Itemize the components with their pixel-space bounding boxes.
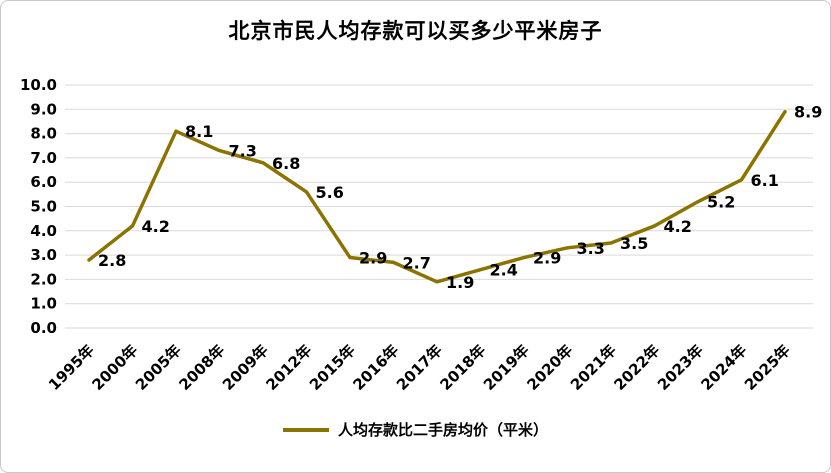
x-tick-label: 2018年 [436, 341, 489, 394]
data-label: 5.2 [707, 193, 735, 212]
data-label: 6.8 [272, 154, 300, 173]
y-tick-label: 8.0 [30, 125, 57, 143]
x-tick-label: 2024年 [697, 341, 750, 394]
data-label: 2.9 [533, 249, 561, 268]
x-tick-label: 2015年 [306, 341, 359, 394]
x-tick-label: 2025年 [741, 341, 794, 394]
x-tick-label: 2022年 [610, 341, 663, 394]
legend: 人均存款比二手房均价（平米） [1, 419, 830, 440]
data-label: 6.1 [751, 171, 779, 190]
y-tick-label: 10.0 [20, 76, 57, 94]
data-label: 2.9 [359, 249, 387, 268]
data-label: 7.3 [229, 142, 257, 161]
x-tick-label: 2023年 [654, 341, 707, 394]
x-tick-label: 2020年 [523, 341, 576, 394]
legend-series-label: 人均存款比二手房均价（平米） [337, 421, 548, 439]
x-tick-label: 2005年 [132, 341, 185, 394]
data-label: 2.7 [403, 253, 431, 272]
data-label: 8.9 [794, 103, 822, 122]
x-tick-label: 2008年 [175, 341, 228, 394]
data-label: 8.1 [185, 122, 213, 141]
data-label: 1.9 [446, 273, 474, 292]
data-label: 2.8 [98, 251, 126, 270]
data-label: 4.2 [142, 217, 170, 236]
data-label: 4.2 [664, 217, 692, 236]
y-tick-label: 3.0 [30, 246, 57, 264]
y-tick-label: 0.0 [30, 319, 57, 337]
data-label: 3.3 [577, 239, 605, 258]
y-tick-label: 9.0 [30, 100, 57, 118]
chart-title: 北京市民人均存款可以买多少平米房子 [228, 19, 603, 43]
y-tick-label: 4.0 [30, 222, 57, 240]
data-label: 3.5 [620, 234, 648, 253]
x-tick-label: 2016年 [349, 341, 402, 394]
x-tick-label: 2000年 [88, 341, 141, 394]
series-line [87, 109, 787, 284]
x-tick-label: 2012年 [262, 341, 315, 394]
x-tick-label: 2009年 [219, 341, 272, 394]
y-tick-label: 7.0 [30, 149, 57, 167]
y-tick-label: 6.0 [30, 173, 57, 191]
y-tick-label: 2.0 [30, 270, 57, 288]
legend-line-swatch [282, 427, 329, 432]
y-tick-label: 5.0 [30, 198, 57, 216]
data-label: 2.4 [490, 261, 518, 280]
y-tick-label: 1.0 [30, 295, 57, 313]
x-tick-label: 2021年 [567, 341, 620, 394]
x-tick-label: 2017年 [393, 341, 446, 394]
x-tick-label: 2019年 [480, 341, 533, 394]
x-tick-label: 1995年 [45, 341, 98, 394]
data-label: 5.6 [316, 183, 344, 202]
